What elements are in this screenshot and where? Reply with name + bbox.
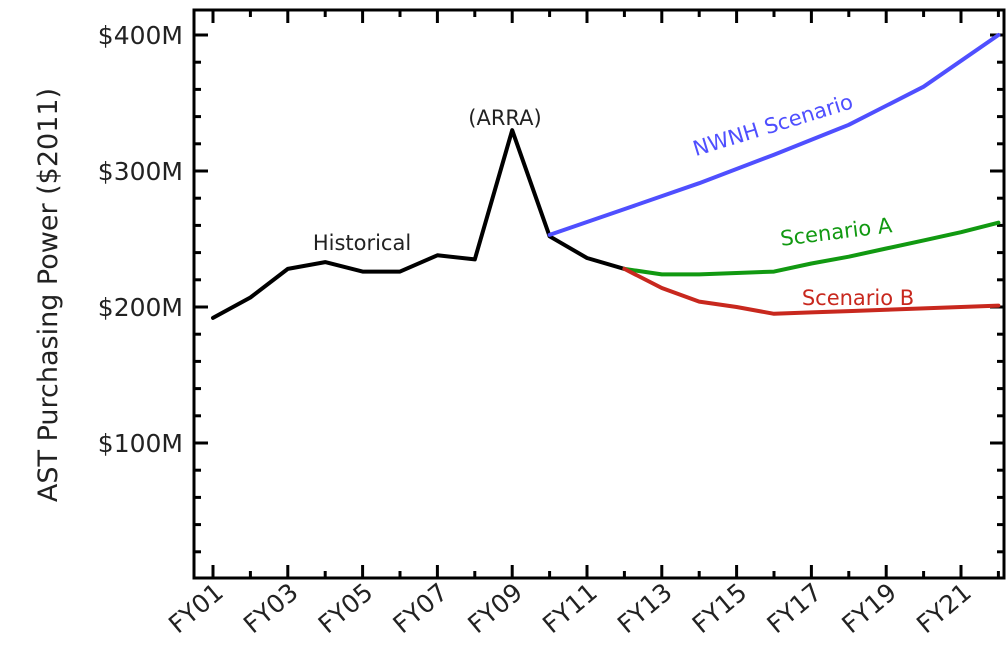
annotation-scenario-b: Scenario B [802,286,914,310]
x-tick-label: FY17 [762,577,828,639]
series-layer [211,33,1001,320]
x-tick-label: FY11 [537,577,603,639]
x-axis-ticks: FY01 FY03 FY05 FY07 FY09 FY11 FY13 FY15 FY17 FY19… [163,577,977,639]
y-tick-label: $200M [98,293,183,322]
y-axis-ticks: $100M $200M $300M $400M [98,21,1004,458]
y-tick-label: $100M [98,429,183,458]
plot-frame [192,8,1006,580]
annotation-nwnh-scenario: NWNH Scenario [690,90,856,161]
x-tick-label: FY05 [313,577,379,639]
annotation-arra: (ARRA) [468,106,541,130]
annotation-historical: Historical [313,231,411,255]
series-line-nwnh [547,33,1001,237]
x-tick-label: FY15 [687,577,753,639]
x-tick-label: FY03 [238,577,304,639]
x-tick-label: FY19 [836,577,902,639]
annotation-scenario-a: Scenario A [779,213,894,251]
y-tick-label: $400M [98,21,183,50]
y-axis-title: AST Purchasing Power ($2011) [33,88,64,502]
series-line-historical [211,128,627,320]
x-tick-label: FY09 [462,577,528,639]
x-tick-label: FY01 [163,577,229,639]
series-line-scenario_a [622,220,1001,277]
x-tick-label: FY21 [911,577,977,639]
y-tick-label: $300M [98,157,183,186]
x-tick-label: FY13 [612,577,678,639]
series-line-scenario_b [622,266,1001,316]
x-tick-label: FY07 [388,577,454,639]
